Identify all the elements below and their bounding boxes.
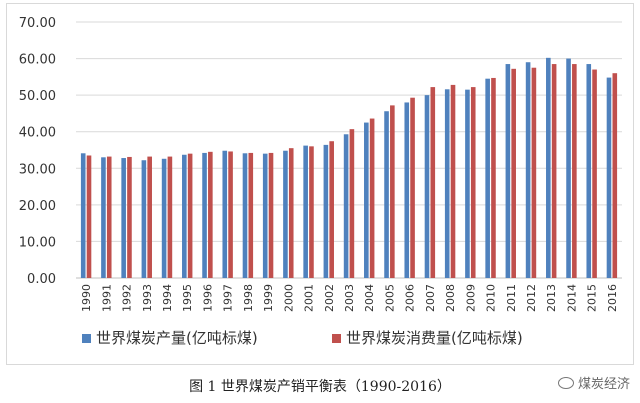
legend-label: 世界煤炭产量(亿吨标煤) (96, 329, 258, 347)
x-tick-label: 1999 (262, 284, 275, 312)
x-tick-label: 2002 (323, 284, 336, 312)
bar-production (404, 102, 410, 278)
legend-swatch (82, 334, 91, 343)
bar-consumption (369, 118, 375, 278)
bar-consumption (106, 156, 112, 278)
bar-consumption (592, 69, 597, 279)
bar-production (323, 144, 329, 278)
x-tick-label: 2016 (606, 284, 619, 312)
bar-production (546, 57, 551, 279)
bar-production (343, 134, 349, 278)
x-tick-label: 1991 (100, 284, 113, 312)
bar-consumption (410, 97, 415, 279)
bar-consumption (187, 153, 193, 278)
bar-production (202, 152, 207, 278)
bar-consumption (531, 67, 537, 278)
y-tick-label: 30.00 (19, 162, 56, 177)
bar-consumption (390, 105, 395, 278)
y-tick-label: 10.00 (19, 235, 56, 250)
bar-consumption (470, 87, 476, 279)
x-tick-label: 1990 (80, 284, 93, 312)
bar-consumption (268, 152, 274, 278)
x-tick-label: 1996 (201, 284, 214, 312)
watermark: 煤炭经济 (557, 373, 630, 392)
bar-production (505, 64, 511, 278)
x-tick-label: 2004 (363, 284, 376, 312)
bar-consumption (248, 152, 254, 278)
y-tick-label: 60.00 (19, 53, 56, 68)
x-tick-label: 2007 (424, 284, 437, 312)
y-tick-label: 70.00 (19, 16, 56, 31)
bar-consumption (511, 68, 516, 278)
bar-consumption (551, 64, 557, 278)
bar-production (161, 158, 167, 278)
bar-production (566, 58, 571, 279)
x-tick-label: 2009 (464, 284, 477, 312)
bar-consumption (491, 77, 496, 278)
x-tick-label: 1992 (121, 284, 134, 312)
x-tick-label: 1995 (181, 284, 194, 312)
x-tick-label: 2010 (485, 284, 498, 312)
bar-production (525, 62, 531, 278)
x-tick-label: 2006 (404, 284, 417, 312)
bar-consumption (86, 155, 92, 278)
bar-production (283, 150, 288, 278)
bar-production (262, 153, 268, 278)
bar-production (586, 64, 592, 278)
x-tick-label: 1994 (161, 284, 174, 312)
bar-production (182, 154, 187, 278)
x-tick-label: 2014 (565, 284, 578, 312)
x-tick-label: 2003 (343, 284, 356, 312)
bar-consumption (147, 156, 152, 278)
bar-production (242, 153, 248, 278)
bar-consumption (329, 141, 334, 278)
y-tick-label: 0.00 (27, 272, 56, 287)
bar-consumption (430, 87, 436, 279)
watermark-text: 煤炭经济 (577, 377, 630, 392)
legend-label: 世界煤炭消费量(亿吨标煤) (346, 329, 523, 347)
x-tick-label: 2015 (586, 284, 599, 312)
wechat-icon (557, 376, 574, 389)
caption-text: 图 1 世界煤炭产销平衡表（1990-2016） (189, 379, 451, 395)
bar-consumption (572, 64, 577, 278)
x-tick-label: 2013 (545, 284, 558, 312)
bar-production (444, 89, 450, 278)
bar-production (222, 150, 228, 278)
x-tick-label: 2001 (303, 284, 316, 312)
bar-production (485, 78, 490, 278)
x-tick-label: 1998 (242, 284, 255, 312)
x-tick-label: 2000 (282, 284, 295, 312)
bar-consumption (309, 146, 314, 278)
bar-production (141, 160, 147, 278)
bar-production (303, 145, 308, 278)
y-tick-label: 20.00 (19, 199, 56, 214)
bar-consumption (127, 156, 132, 278)
legend-swatch (332, 334, 341, 343)
bar-production (424, 95, 430, 279)
y-tick-label: 50.00 (19, 89, 56, 104)
bar-production (80, 153, 86, 278)
x-tick-label: 2005 (383, 284, 396, 312)
bar-consumption (228, 151, 233, 278)
bar-production (384, 111, 389, 278)
bar-production (101, 157, 106, 278)
x-tick-label: 1997 (222, 284, 235, 312)
bar-consumption (450, 84, 456, 278)
x-tick-label: 1993 (141, 284, 154, 312)
bar-consumption (349, 129, 355, 278)
bar-consumption (167, 156, 173, 278)
figure-caption: 图 1 世界煤炭产销平衡表（1990-2016） (0, 376, 640, 396)
bar-consumption (612, 73, 618, 278)
x-tick-label: 2008 (444, 284, 457, 312)
bar-consumption (288, 148, 294, 278)
bar-production (121, 158, 126, 278)
x-tick-label: 2012 (525, 284, 538, 312)
bar-consumption (208, 151, 213, 278)
x-tick-label: 2011 (505, 284, 518, 312)
y-tick-label: 40.00 (19, 126, 56, 141)
bar-production (364, 122, 369, 278)
bar-production (465, 89, 470, 279)
bar-production (606, 77, 612, 279)
